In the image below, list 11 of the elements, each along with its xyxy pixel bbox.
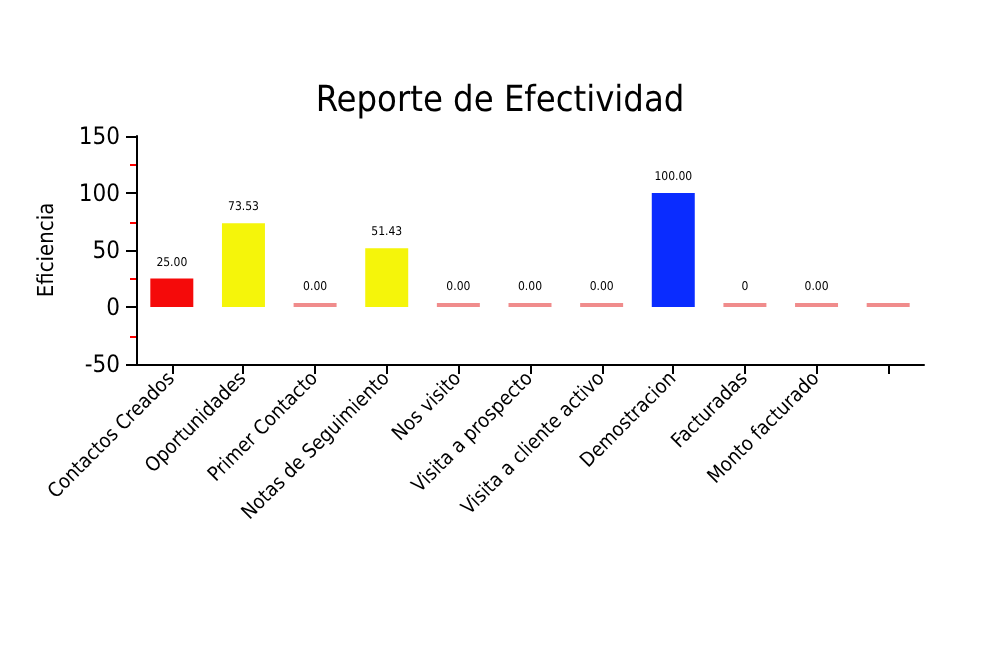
y-tick-label: 0 (106, 293, 121, 321)
bar (651, 193, 695, 307)
bar (365, 248, 409, 307)
bar (150, 278, 194, 307)
y-tick-label: 50 (92, 236, 121, 264)
chart-title: Reporte de Efectividad (315, 79, 685, 121)
y-tick-label: 100 (78, 179, 121, 207)
y-tick-label: 150 (78, 122, 121, 150)
y-axis-title: Eficiencia (33, 202, 59, 298)
bar (221, 223, 265, 307)
y-tick-label: -50 (84, 350, 121, 378)
